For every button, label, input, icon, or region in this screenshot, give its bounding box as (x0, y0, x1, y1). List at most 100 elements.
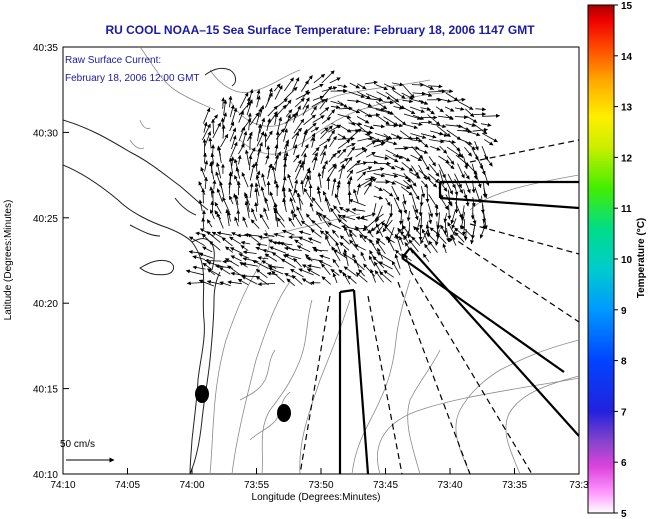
current-vector (237, 154, 242, 165)
current-vector (335, 241, 341, 254)
current-vector (401, 106, 416, 115)
x-tick-label: 73:40 (437, 480, 462, 491)
current-vector (229, 236, 242, 245)
current-vector (375, 109, 392, 115)
current-vector (332, 272, 338, 284)
current-vector (474, 187, 482, 204)
map-title: RU COOL NOAA–15 Sea Surface Temperature:… (105, 23, 535, 37)
current-vector (327, 222, 341, 229)
current-vector (227, 211, 232, 222)
colorbar-tick-label: 13 (621, 103, 633, 114)
current-vector (427, 114, 441, 126)
current-vector (369, 238, 378, 252)
current-vector (269, 246, 287, 254)
current-vector (385, 91, 400, 103)
current-vector (454, 227, 467, 239)
current-vector (364, 80, 378, 85)
temperature-colorbar (587, 4, 615, 514)
current-vector (378, 261, 393, 270)
current-vector (198, 181, 206, 195)
current-vector (475, 154, 483, 170)
current-vector (337, 218, 350, 229)
current-vector (204, 258, 222, 263)
current-vector (464, 146, 473, 157)
current-vector (334, 193, 341, 205)
current-vector (302, 97, 310, 110)
current-vector (294, 239, 303, 246)
current-vector (330, 268, 340, 276)
current-vector (429, 145, 441, 151)
current-vector (303, 114, 316, 126)
current-vector (385, 197, 391, 207)
current-vector (293, 257, 302, 268)
current-vector (322, 214, 331, 221)
current-vector (317, 172, 322, 188)
current-vector (372, 255, 385, 269)
current-vector (284, 77, 294, 92)
current-vector (356, 183, 361, 195)
current-vector (430, 123, 447, 129)
current-vector (373, 155, 389, 161)
current-vector (249, 163, 256, 181)
current-vector (357, 171, 367, 181)
current-vector (242, 216, 248, 228)
current-vector (385, 163, 396, 170)
current-vector (300, 179, 305, 195)
current-vector (285, 113, 297, 124)
current-vector (397, 227, 404, 236)
current-vector (355, 216, 368, 221)
current-vector (320, 127, 329, 135)
current-label-line1: Raw Surface Current: (65, 55, 161, 66)
current-vector (239, 92, 249, 109)
current-vector (438, 187, 444, 200)
current-vector (319, 106, 330, 116)
current-vector (328, 164, 337, 179)
current-vector (367, 138, 386, 144)
current-vector (421, 228, 430, 246)
current-vector (268, 267, 284, 275)
current-vector (374, 270, 385, 283)
current-vector (293, 144, 298, 156)
current-vector (428, 156, 437, 167)
current-vector (227, 265, 242, 276)
current-vector (309, 202, 314, 212)
current-vector (464, 180, 471, 194)
current-vector (392, 82, 404, 87)
current-vector (457, 101, 474, 110)
current-vector (454, 106, 465, 111)
current-vector (331, 246, 341, 262)
current-vector (273, 83, 281, 92)
current-vector (225, 246, 234, 253)
current-vector (330, 100, 345, 107)
current-vector (366, 140, 376, 148)
current-vector (454, 173, 462, 189)
current-vector (301, 130, 308, 148)
current-vector (307, 237, 322, 244)
current-vector (438, 155, 450, 164)
y-tick-label: 40:15 (33, 385, 58, 396)
current-vector (400, 186, 413, 196)
current-vector (471, 148, 479, 161)
x-tick-label: 73:45 (373, 480, 398, 491)
current-vector (445, 92, 459, 101)
current-vector (254, 161, 259, 172)
current-vector (271, 270, 285, 283)
current-vector (321, 164, 326, 179)
colorbar-tick-label: 11 (621, 204, 632, 215)
current-vector (357, 136, 374, 142)
current-vector (265, 92, 273, 108)
current-vector (192, 265, 206, 270)
current-vector (410, 98, 425, 104)
current-vector (348, 198, 366, 207)
current-vector (206, 231, 221, 243)
current-vector (216, 145, 222, 163)
current-vector (410, 154, 423, 162)
current-vector (298, 236, 314, 244)
current-vector (436, 212, 441, 230)
current-vector (261, 173, 266, 187)
current-vector (295, 163, 303, 180)
current-vector (266, 118, 271, 131)
current-vector (439, 195, 449, 211)
current-vector (321, 116, 331, 125)
current-vector (402, 194, 407, 205)
